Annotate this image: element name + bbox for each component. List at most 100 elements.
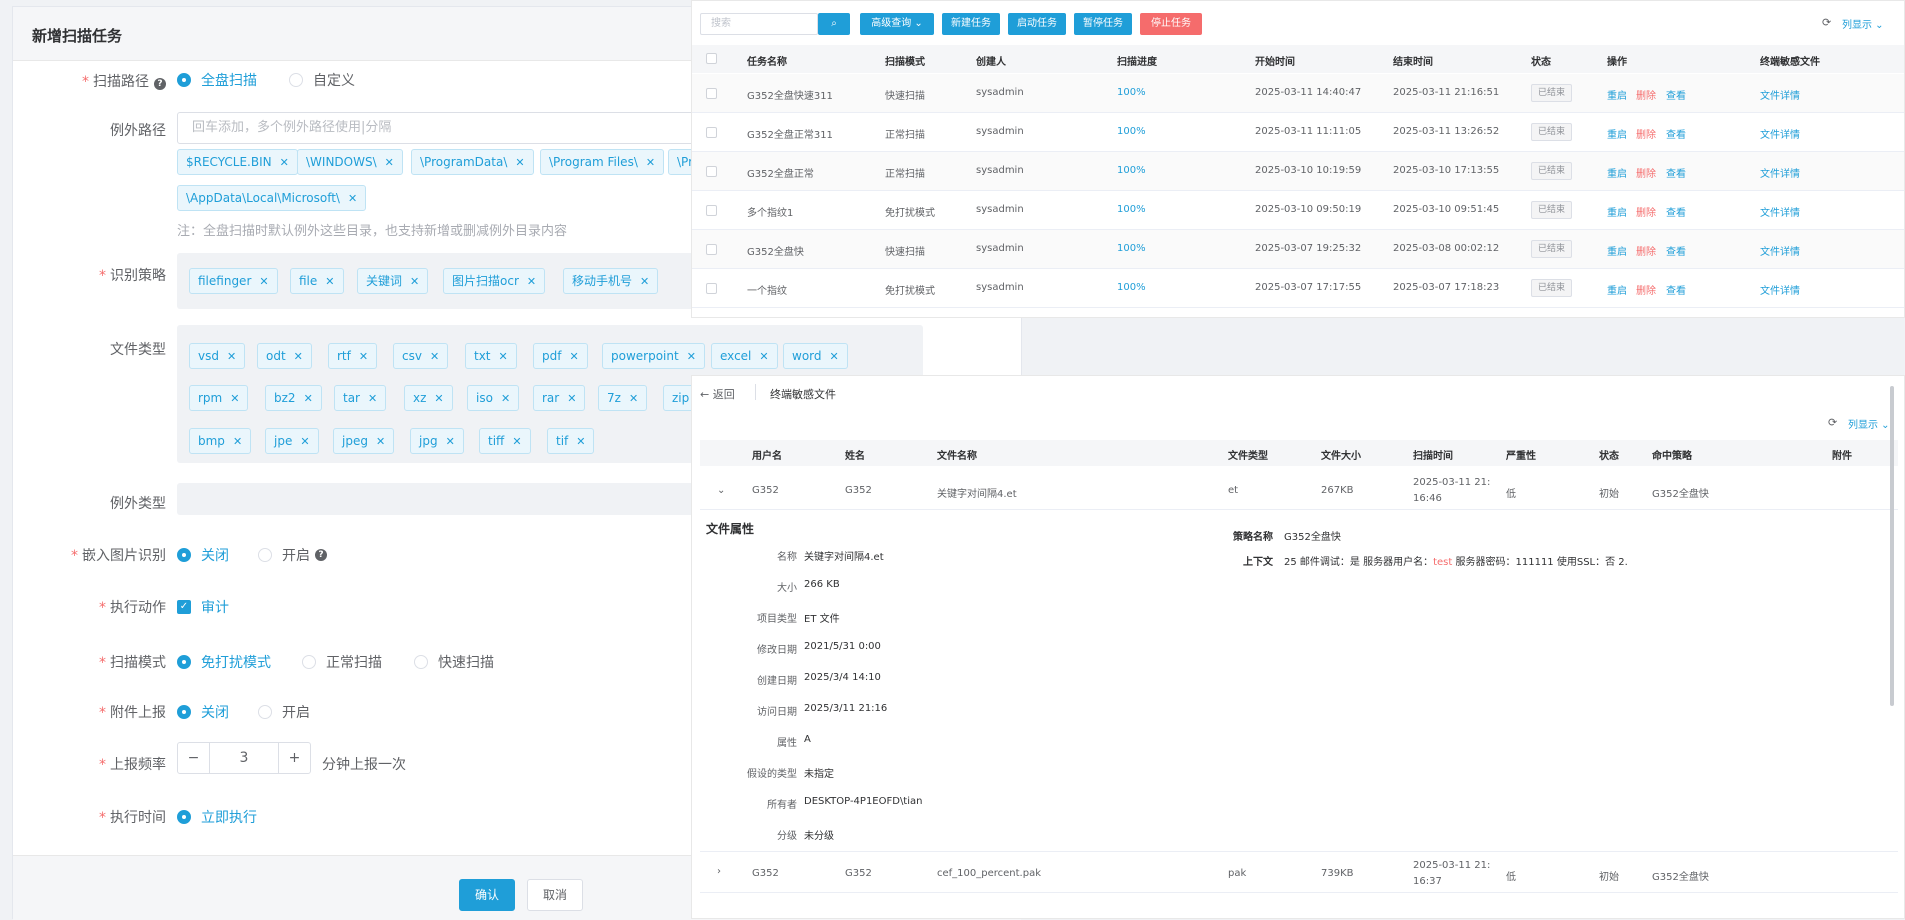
radio-attach-off[interactable]: 关闭 <box>177 702 229 722</box>
radio-full-scan[interactable]: 全盘扫描 <box>177 70 257 90</box>
radio-attach-on[interactable]: 开启 <box>258 702 310 722</box>
view-link[interactable]: 查看 <box>1666 169 1686 180</box>
chevron-right-icon[interactable]: › <box>717 866 721 877</box>
close-icon[interactable]: ✕ <box>300 435 310 448</box>
close-icon[interactable]: ✕ <box>498 350 508 363</box>
radio-embedded-on[interactable]: 开启? <box>258 545 327 565</box>
file-detail-link[interactable]: 文件详情 <box>1760 91 1800 102</box>
advanced-query-button[interactable]: 高级查询 ⌄ <box>860 13 934 35</box>
delete-link[interactable]: 删除 <box>1636 208 1656 219</box>
chevron-down-icon[interactable]: ⌄ <box>717 485 726 496</box>
search-input[interactable]: 搜索 <box>700 13 818 35</box>
close-icon[interactable]: ✕ <box>759 350 769 363</box>
close-icon[interactable]: ✕ <box>567 392 577 405</box>
close-icon[interactable]: ✕ <box>686 350 696 363</box>
search-button[interactable]: ⌕ <box>818 13 850 35</box>
file-detail-link[interactable]: 文件详情 <box>1760 247 1800 258</box>
close-icon[interactable]: ✕ <box>259 275 269 288</box>
close-icon[interactable]: ✕ <box>325 275 335 288</box>
delete-link[interactable]: 删除 <box>1636 286 1656 297</box>
table-row[interactable] <box>692 269 1904 308</box>
file-detail-link[interactable]: 文件详情 <box>1760 169 1800 180</box>
delete-link[interactable]: 删除 <box>1636 169 1656 180</box>
file-detail-link[interactable]: 文件详情 <box>1760 208 1800 219</box>
view-link[interactable]: 查看 <box>1666 130 1686 141</box>
close-icon[interactable]: ✕ <box>347 192 358 205</box>
restart-link[interactable]: 重启 <box>1607 91 1627 102</box>
close-icon[interactable]: ✕ <box>645 156 656 169</box>
close-icon[interactable]: ✕ <box>358 350 369 363</box>
row-checkbox[interactable] <box>706 88 717 99</box>
scrollbar[interactable] <box>1890 386 1894 706</box>
back-button[interactable]: ← 返回 <box>700 388 735 401</box>
row-checkbox[interactable] <box>706 205 717 216</box>
close-icon[interactable]: ✕ <box>526 275 537 288</box>
close-icon[interactable]: ✕ <box>293 350 303 363</box>
cancel-button[interactable]: 取消 <box>527 879 583 911</box>
close-icon[interactable]: ✕ <box>303 392 313 405</box>
table-row[interactable] <box>700 851 1898 893</box>
close-icon[interactable]: ✕ <box>576 435 586 448</box>
view-link[interactable]: 查看 <box>1666 286 1686 297</box>
report-freq-stepper[interactable]: − 3 + <box>177 742 311 774</box>
stop-task-button[interactable]: 停止任务 <box>1140 13 1202 35</box>
table-row[interactable] <box>692 113 1904 152</box>
table-row[interactable] <box>692 191 1904 230</box>
delete-link[interactable]: 删除 <box>1636 130 1656 141</box>
view-link[interactable]: 查看 <box>1666 247 1686 258</box>
close-icon[interactable]: ✕ <box>628 392 639 405</box>
radio-embedded-off[interactable]: 关闭 <box>177 545 229 565</box>
restart-link[interactable]: 重启 <box>1607 130 1627 141</box>
delete-link[interactable]: 删除 <box>1636 247 1656 258</box>
close-icon[interactable]: ✕ <box>368 392 378 405</box>
report-freq-value[interactable]: 3 <box>239 750 249 766</box>
radio-exec-now[interactable]: 立即执行 <box>177 807 257 827</box>
radio-custom[interactable]: 自定义 <box>289 70 355 90</box>
close-icon[interactable]: ✕ <box>232 435 243 448</box>
close-icon[interactable]: ✕ <box>375 435 386 448</box>
close-icon[interactable]: ✕ <box>500 392 511 405</box>
pause-task-button[interactable]: 暂停任务 <box>1074 13 1132 35</box>
view-link[interactable]: 查看 <box>1666 208 1686 219</box>
close-icon[interactable]: ✕ <box>279 156 289 169</box>
table-row[interactable] <box>692 74 1904 113</box>
file-detail-link[interactable]: 文件详情 <box>1760 130 1800 141</box>
plus-button[interactable]: + <box>278 743 310 773</box>
close-icon[interactable]: ✕ <box>569 350 579 363</box>
column-display-button[interactable]: 列显示 ⌄ <box>1842 20 1884 31</box>
exclude-type-box[interactable] <box>177 483 717 515</box>
restart-link[interactable]: 重启 <box>1607 247 1627 258</box>
close-icon[interactable]: ✕ <box>640 275 650 288</box>
restart-link[interactable]: 重启 <box>1607 208 1627 219</box>
row-checkbox[interactable] <box>706 166 717 177</box>
select-all-checkbox[interactable] <box>706 53 717 64</box>
close-icon[interactable]: ✕ <box>515 156 525 169</box>
close-icon[interactable]: ✕ <box>512 435 522 448</box>
close-icon[interactable]: ✕ <box>434 392 444 405</box>
file-detail-link[interactable]: 文件详情 <box>1760 286 1800 297</box>
start-task-button[interactable]: 启动任务 <box>1008 13 1066 35</box>
row-checkbox[interactable] <box>706 283 717 294</box>
refresh-icon[interactable]: ⟳ <box>1822 16 1832 29</box>
new-task-button[interactable]: 新建任务 <box>942 13 1000 35</box>
close-icon[interactable]: ✕ <box>384 156 394 169</box>
radio-fast-scan[interactable]: 快速扫描 <box>414 652 494 672</box>
exclude-path-input[interactable]: 回车添加，多个例外路径使用|分隔 <box>177 112 717 144</box>
refresh-icon[interactable]: ⟳ <box>1828 416 1838 429</box>
minus-button[interactable]: − <box>178 743 210 773</box>
restart-link[interactable]: 重启 <box>1607 286 1627 297</box>
table-row[interactable] <box>692 152 1904 191</box>
delete-link[interactable]: 删除 <box>1636 91 1656 102</box>
radio-no-disturb[interactable]: 免打扰模式 <box>177 652 271 672</box>
row-checkbox[interactable] <box>706 244 717 255</box>
confirm-button[interactable]: 确认 <box>459 879 515 911</box>
table-row[interactable] <box>700 468 1898 510</box>
close-icon[interactable]: ✕ <box>230 392 240 405</box>
restart-link[interactable]: 重启 <box>1607 169 1627 180</box>
table-row[interactable] <box>692 230 1904 269</box>
audit-checkbox[interactable]: ✓ 审计 <box>177 597 229 617</box>
radio-normal-scan[interactable]: 正常扫描 <box>302 652 382 672</box>
help-icon[interactable]: ? <box>154 78 166 90</box>
close-icon[interactable]: ✕ <box>445 435 455 448</box>
close-icon[interactable]: ✕ <box>410 275 420 288</box>
